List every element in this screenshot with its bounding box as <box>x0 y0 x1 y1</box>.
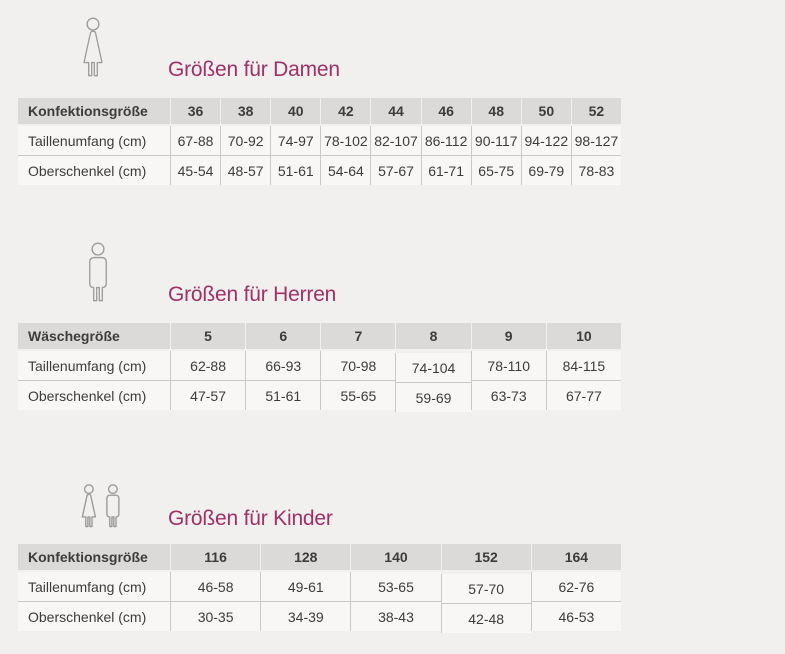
section-kinder: Größen für Kinder Konfektionsgröße 116 128… <box>18 484 785 633</box>
size-cell: 48-57 <box>220 155 271 185</box>
column-header: 52 <box>570 98 621 126</box>
row-label: Taillenumfang (cm) <box>18 126 170 155</box>
size-cell: 86-112 <box>420 126 471 155</box>
size-cell: 45-54 <box>170 155 221 185</box>
size-cell: 47-57 <box>170 380 246 410</box>
size-cell: 59-69 <box>395 382 471 412</box>
size-cell: 30-35 <box>170 601 261 631</box>
column-header: 42 <box>320 98 371 126</box>
section-header-kinder: Größen für Kinder <box>78 484 785 530</box>
size-table-kinder: Konfektionsgröße 116 128 140 152 164 Taillenum… <box>18 544 621 633</box>
size-table-damen: Konfektionsgröße 36 38 40 42 44 46 48 50 52 Taille… <box>18 98 621 185</box>
size-cell: 82-107 <box>370 126 421 155</box>
size-cell: 61-71 <box>420 155 471 185</box>
column-header: 10 <box>545 323 621 351</box>
row-header-label: Konfektionsgröße <box>18 98 170 126</box>
size-cell: 69-79 <box>520 155 571 185</box>
table-row: Oberschenkel (cm) 47-57 51-61 55-65 59-69 63-… <box>18 380 621 412</box>
column-header: 36 <box>170 98 221 126</box>
size-cell: 78-110 <box>470 351 546 380</box>
section-title-damen: Größen für Damen <box>168 58 340 81</box>
column-header: 46 <box>420 98 471 126</box>
size-cell: 70-92 <box>220 126 271 155</box>
column-header: 9 <box>470 323 546 351</box>
size-cell: 63-73 <box>470 380 546 410</box>
column-header: 38 <box>220 98 271 126</box>
table-row: Oberschenkel (cm) 45-54 48-57 51-61 54-64 57-… <box>18 155 621 185</box>
row-header-label: Wäschegröße <box>18 323 170 351</box>
size-cell: 74-104 <box>395 353 471 382</box>
size-cell: 46-58 <box>170 572 261 601</box>
size-cell: 42-48 <box>440 603 531 633</box>
row-label: Oberschenkel (cm) <box>18 380 170 410</box>
table-header-row: Konfektionsgröße 36 38 40 42 44 46 48 50 52 <box>18 98 621 126</box>
table-row: Oberschenkel (cm) 30-35 34-39 38-43 42-48 46-… <box>18 601 621 633</box>
size-cell: 70-98 <box>320 351 396 380</box>
size-cell: 94-122 <box>520 126 571 155</box>
size-cell: 57-67 <box>370 155 421 185</box>
row-label: Oberschenkel (cm) <box>18 601 170 631</box>
section-damen: Größen für Damen Konfektionsgröße 36 38 40 4… <box>18 15 785 185</box>
column-header: 128 <box>260 544 351 572</box>
size-cell: 53-65 <box>350 572 441 601</box>
column-header: 116 <box>170 544 261 572</box>
size-cell: 62-88 <box>170 351 246 380</box>
section-title-herren: Größen für Herren <box>168 283 337 306</box>
section-header-damen: Größen für Damen <box>78 15 785 81</box>
table-header-row: Wäschegröße 5 6 7 8 9 10 <box>18 323 621 351</box>
section-title-kinder: Größen für Kinder <box>168 507 333 530</box>
table-row: Taillenumfang (cm) 46-58 49-61 53-65 57-70 62… <box>18 572 621 603</box>
table-row: Taillenumfang (cm) 62-88 66-93 70-98 74-104 7… <box>18 351 621 382</box>
size-cell: 49-61 <box>260 572 351 601</box>
row-header-label: Konfektionsgröße <box>18 544 170 572</box>
column-header: 140 <box>350 544 441 572</box>
column-header: 44 <box>370 98 421 126</box>
column-header: 164 <box>530 544 621 572</box>
column-header: 6 <box>245 323 321 351</box>
size-cell: 78-83 <box>570 155 621 185</box>
column-header: 7 <box>320 323 396 351</box>
man-icon <box>78 240 168 306</box>
size-cell: 51-61 <box>270 155 321 185</box>
size-cell: 84-115 <box>545 351 621 380</box>
column-header: 40 <box>270 98 321 126</box>
section-header-herren: Größen für Herren <box>78 240 785 306</box>
size-cell: 98-127 <box>570 126 621 155</box>
size-cell: 54-64 <box>320 155 371 185</box>
size-cell: 55-65 <box>320 380 396 410</box>
row-label: Oberschenkel (cm) <box>18 155 170 185</box>
children-icon <box>78 484 168 530</box>
size-cell: 57-70 <box>440 574 531 603</box>
size-cell: 34-39 <box>260 601 351 631</box>
column-header: 152 <box>440 544 531 572</box>
size-cell: 51-61 <box>245 380 321 410</box>
size-cell: 67-88 <box>170 126 221 155</box>
table-header-row: Konfektionsgröße 116 128 140 152 164 <box>18 544 621 572</box>
column-header: 8 <box>395 323 471 351</box>
size-table-herren: Wäschegröße 5 6 7 8 9 10 Taillenumfang (cm) 62-8… <box>18 323 621 412</box>
size-cell: 62-76 <box>530 572 621 601</box>
column-header: 5 <box>170 323 246 351</box>
size-cell: 66-93 <box>245 351 321 380</box>
row-label: Taillenumfang (cm) <box>18 572 170 601</box>
size-cell: 67-77 <box>545 380 621 410</box>
size-cell: 65-75 <box>470 155 521 185</box>
table-row: Taillenumfang (cm) 67-88 70-92 74-97 78-102 8… <box>18 126 621 155</box>
column-header: 48 <box>470 98 521 126</box>
size-cell: 90-117 <box>470 126 521 155</box>
size-cell: 38-43 <box>350 601 441 631</box>
size-cell: 46-53 <box>530 601 621 631</box>
woman-icon <box>78 15 168 81</box>
size-cell: 78-102 <box>320 126 371 155</box>
size-cell: 74-97 <box>270 126 321 155</box>
column-header: 50 <box>520 98 571 126</box>
section-herren: Größen für Herren Wäschegröße 5 6 7 8 9 10 Tail… <box>18 240 785 412</box>
row-label: Taillenumfang (cm) <box>18 351 170 380</box>
